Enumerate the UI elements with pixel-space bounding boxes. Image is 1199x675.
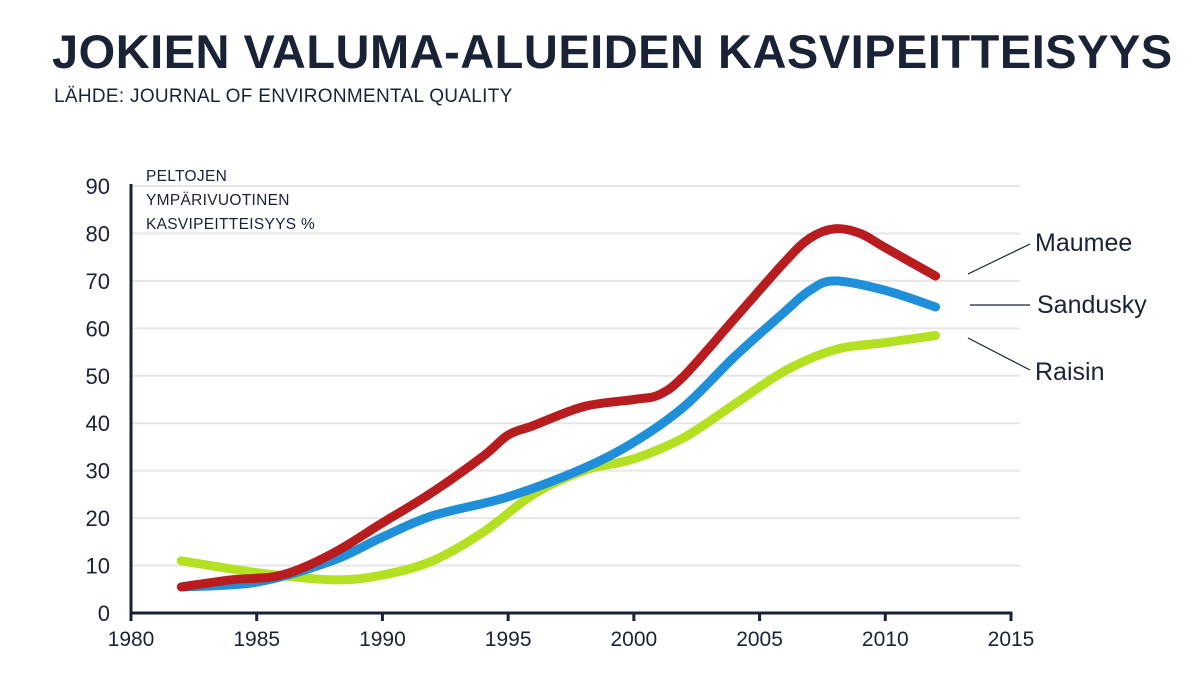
y-axis-label-line-3: KASVIPEITTEISYYS % [146,216,315,233]
x-tick-1995: 1995 [485,628,532,651]
x-tick-1990: 1990 [359,628,406,651]
legend-label-sandusky: Sandusky [1037,291,1147,319]
x-tick-1985: 1985 [233,628,280,651]
x-axis-ticks: 1980 1985 1990 1995 2000 2005 2010 2015 [108,613,1035,651]
x-tick-1980: 1980 [108,628,155,651]
series-line-raisin [176,330,941,585]
y-tick-40: 40 [86,411,110,436]
legend: Maumee Sandusky Raisin [967,229,1147,386]
y-tick-50: 50 [86,364,110,389]
y-tick-10: 10 [86,554,110,579]
y-tick-30: 30 [86,459,110,484]
legend-label-maumee: Maumee [1035,229,1132,257]
y-axis-label-line-1: PELTOJEN [146,168,227,185]
y-tick-20: 20 [86,506,110,531]
series-line-maumee [176,224,941,592]
y-tick-60: 60 [86,316,110,341]
series-line-sandusky [176,276,941,592]
x-tick-2010: 2010 [862,628,909,651]
y-axis-ticks: 0 10 20 30 40 50 60 70 80 90 [86,174,110,626]
y-tick-0: 0 [98,601,110,626]
y-tick-80: 80 [86,221,110,246]
axes [129,184,1013,615]
x-tick-2015: 2015 [988,628,1035,651]
chart-title: JOKIEN VALUMA-ALUEIDEN KASVIPEITTEISYYS [52,25,1173,78]
series-lines [176,224,941,592]
x-tick-2005: 2005 [736,628,783,651]
chart-source: LÄHDE: JOURNAL OF ENVIRONMENTAL QUALITY [54,86,513,107]
y-axis-label: PELTOJEN YMPÄRIVUOTINEN KASVIPEITTEISYYS % [146,168,315,233]
y-tick-70: 70 [86,269,110,294]
y-tick-90: 90 [86,174,110,199]
legend-leader-maumee [967,243,1031,275]
y-axis-label-line-2: YMPÄRIVUOTINEN [146,192,290,209]
x-tick-2000: 2000 [610,628,657,651]
legend-label-raisin: Raisin [1035,358,1104,386]
gridlines [131,185,1020,567]
legend-leader-raisin [967,337,1031,371]
